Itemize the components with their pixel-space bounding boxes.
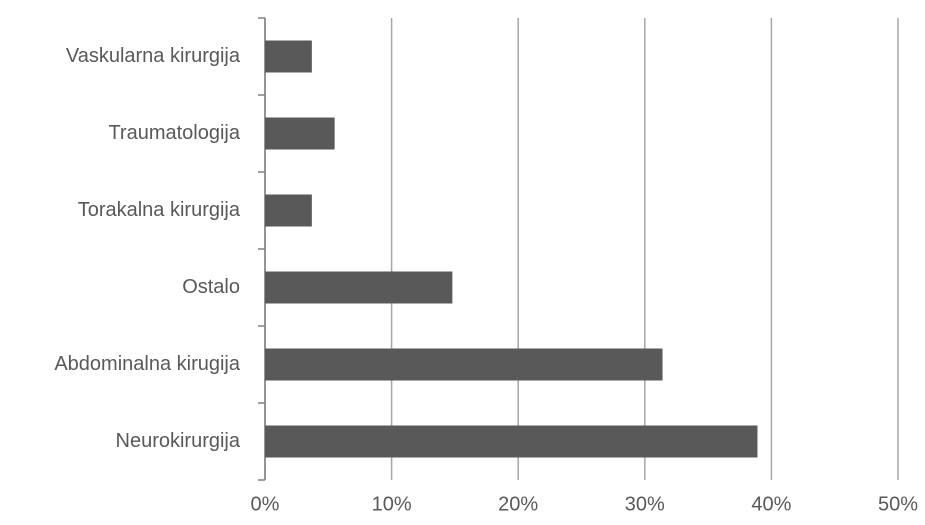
bar	[265, 271, 453, 304]
y-tick-label: Vaskularna kirurgija	[66, 45, 241, 67]
x-tick-label: 50%	[878, 493, 918, 515]
y-tick-label: Ostalo	[182, 276, 240, 298]
bar	[265, 117, 335, 150]
x-tick-label: 20%	[498, 493, 538, 515]
x-tick-label: 0%	[251, 493, 280, 515]
y-tick-label: Neurokirurgija	[116, 430, 241, 452]
y-tick-label: Torakalna kirurgija	[78, 199, 241, 221]
bar	[265, 40, 312, 73]
bar	[265, 348, 663, 381]
x-tick-label: 40%	[751, 493, 791, 515]
bar	[265, 194, 312, 227]
x-tick-label: 30%	[625, 493, 665, 515]
y-tick-label: Abdominalna kirugija	[54, 353, 241, 375]
x-tick-label: 10%	[372, 493, 412, 515]
y-tick-label: Traumatologija	[108, 122, 240, 144]
bar	[265, 425, 758, 458]
